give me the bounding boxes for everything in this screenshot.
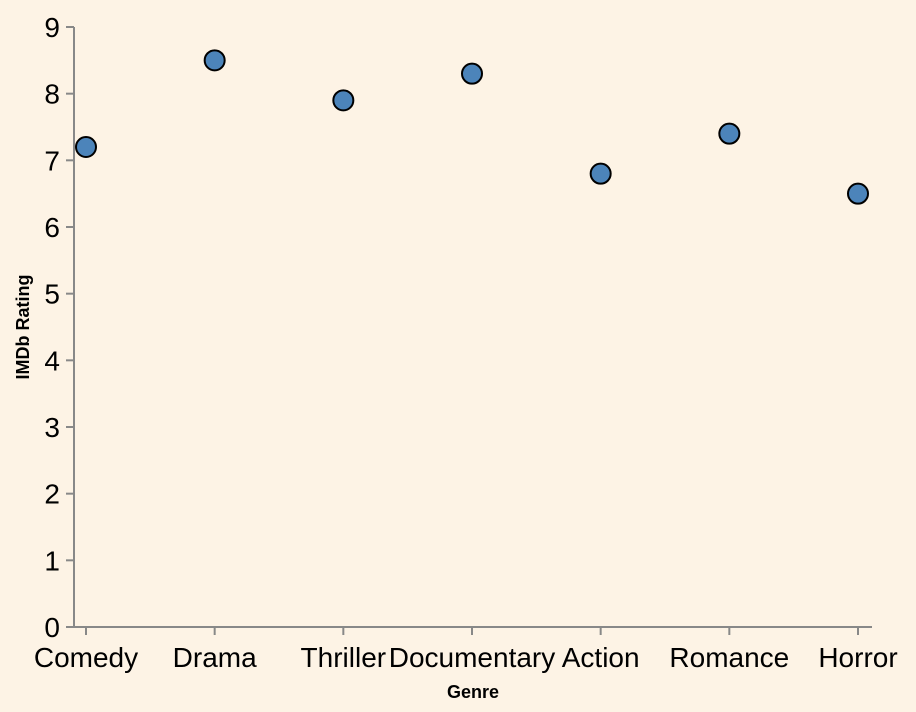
y-tick-label: 3 xyxy=(44,412,60,443)
y-tick-label: 5 xyxy=(44,279,60,310)
x-tick-label: Horror xyxy=(818,642,897,673)
y-tick-label: 6 xyxy=(44,212,60,243)
data-point-thriller[interactable] xyxy=(332,89,355,112)
data-point-action[interactable] xyxy=(589,162,612,185)
y-tick-label: 9 xyxy=(44,12,60,43)
y-axis-title: IMDb Rating xyxy=(13,275,33,380)
y-tick-label: 8 xyxy=(44,79,60,110)
data-point-drama[interactable] xyxy=(203,49,226,72)
x-tick-label: Action xyxy=(562,642,640,673)
x-tick-label: Drama xyxy=(173,642,257,673)
x-tick-label: Comedy xyxy=(34,642,138,673)
x-axis-title: Genre xyxy=(447,682,499,702)
data-point-comedy[interactable] xyxy=(75,136,97,158)
data-points xyxy=(75,49,869,205)
y-tick-label: 7 xyxy=(44,145,60,176)
data-point-romance[interactable] xyxy=(718,122,741,145)
x-tick-label: Documentary xyxy=(389,642,556,673)
x-axis: Comedy Drama Thriller Documentary Action Roma… xyxy=(34,626,898,673)
y-tick-label: 1 xyxy=(44,545,60,576)
y-axis: 0 1 2 3 4 5 6 7 8 9 xyxy=(44,12,75,643)
x-tick-label: Romance xyxy=(669,642,789,673)
x-tick-label: Thriller xyxy=(301,642,387,673)
y-tick-label: 4 xyxy=(44,345,60,376)
data-point-documentary[interactable] xyxy=(461,62,483,85)
data-point-horror[interactable] xyxy=(847,182,869,205)
y-tick-label: 2 xyxy=(44,479,60,510)
y-tick-label: 0 xyxy=(44,612,60,643)
